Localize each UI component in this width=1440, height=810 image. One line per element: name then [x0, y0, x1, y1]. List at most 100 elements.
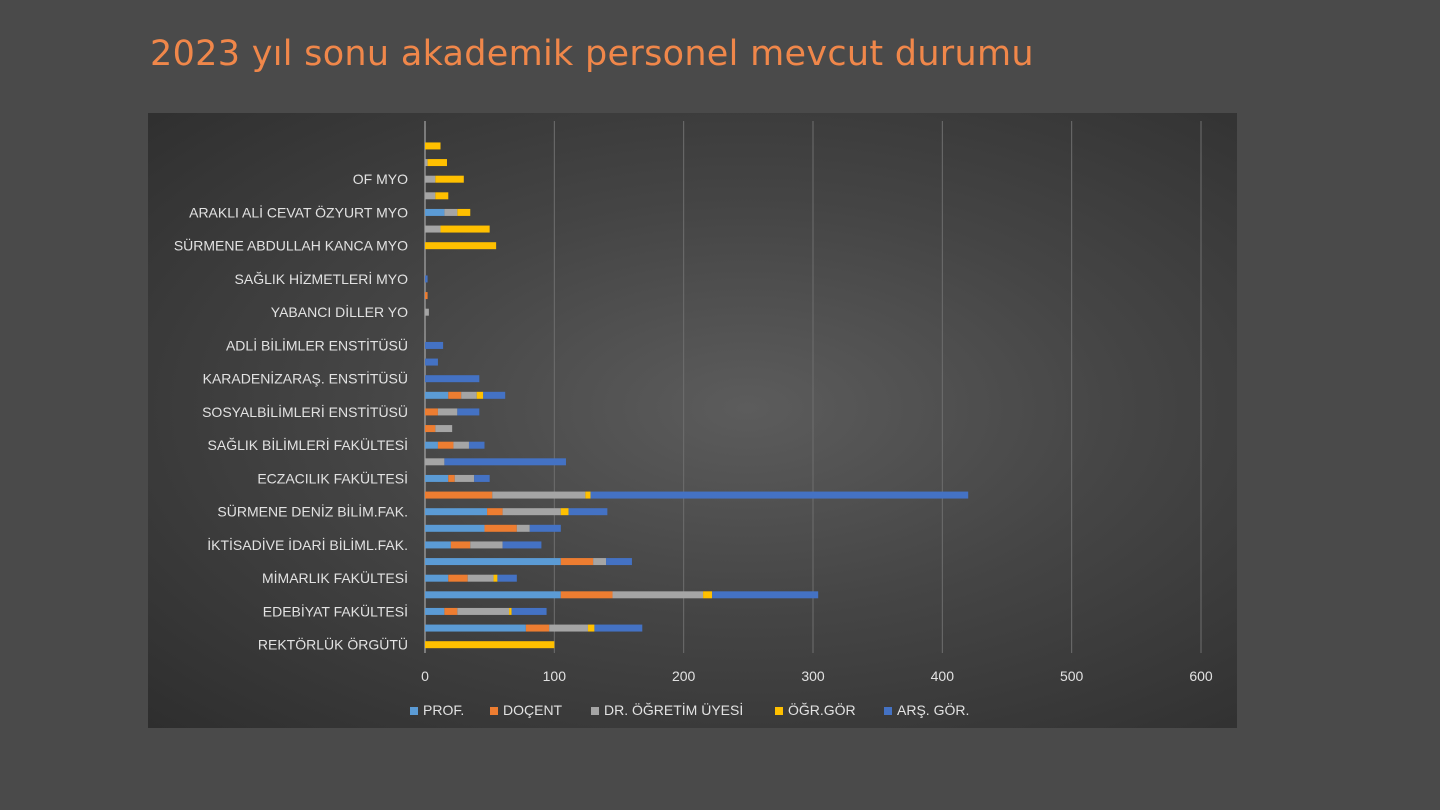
- bar-segment: [467, 574, 494, 582]
- slide-title: 2023 yıl sonu akademik personel mevcut d…: [150, 34, 1034, 74]
- bar-segment: [483, 391, 506, 399]
- bar-segment: [484, 524, 517, 532]
- bar-segment: [444, 458, 566, 466]
- bar-segment: [568, 508, 608, 516]
- bar-segment: [454, 474, 475, 482]
- bar-segment: [425, 474, 449, 482]
- category-label: İKTİSADİVE İDARİ BİLİML.FAK.: [207, 536, 408, 553]
- legend-label: PROF.: [423, 702, 464, 718]
- category-label: SAĞLIK BİLİMLERİ FAKÜLTESİ: [208, 436, 408, 453]
- bar-segment: [453, 441, 469, 449]
- bar-segment: [437, 408, 458, 416]
- bar-segment: [425, 358, 438, 366]
- bar-segment: [529, 524, 561, 532]
- category-label: EDEBİYAT FAKÜLTESİ: [263, 602, 408, 619]
- bar-segment: [493, 574, 498, 582]
- category-label: SOSYALBİLİMLERİ ENSTİTÜSÜ: [202, 403, 408, 420]
- bar-segment: [703, 591, 713, 599]
- bar-segment: [425, 441, 438, 449]
- category-label: ECZACILIK FAKÜLTESİ: [257, 469, 408, 486]
- bar-segment: [425, 159, 428, 167]
- bar-segment: [470, 541, 503, 549]
- legend-swatch: [884, 707, 892, 715]
- bar-segment: [612, 591, 704, 599]
- bar-segment: [457, 607, 510, 615]
- bar-segment: [457, 408, 480, 416]
- bar-segment: [560, 591, 613, 599]
- category-label: REKTÖRLÜK ÖRGÜTÜ: [258, 636, 408, 653]
- bar-segment: [425, 242, 497, 250]
- bar-segment: [425, 641, 555, 649]
- bar-segment: [511, 607, 547, 615]
- x-tick-label: 200: [672, 668, 696, 684]
- category-label: ARAKLI ALİ CEVAT ÖZYURT MYO: [189, 203, 408, 220]
- bar-segment: [440, 225, 490, 233]
- bar-segment: [425, 607, 445, 615]
- bar-segment: [425, 175, 436, 183]
- bar-segment: [590, 491, 969, 499]
- bar-segment: [425, 624, 526, 632]
- bar-segment: [425, 275, 428, 283]
- bar-segment: [444, 607, 458, 615]
- legend-label: DOÇENT: [503, 702, 563, 718]
- bar-segment: [425, 591, 561, 599]
- bar-segment: [444, 208, 458, 216]
- category-label: MİMARLIK FAKÜLTESİ: [262, 569, 408, 586]
- bar-segment: [476, 391, 484, 399]
- bar-segment: [425, 208, 445, 216]
- category-label: OF MYO: [353, 171, 408, 187]
- x-tick-label: 100: [543, 668, 567, 684]
- bar-segment: [549, 624, 588, 632]
- bar-segment: [474, 474, 490, 482]
- bar-segment: [461, 391, 477, 399]
- bar-segment: [435, 192, 449, 200]
- chart-panel: 0 100 200 300 400 500 600 REKTÖRLÜK ÖRGÜTÜ EDEBİ…: [148, 113, 1237, 728]
- bar-segment: [593, 558, 607, 566]
- bar-segment: [425, 491, 493, 499]
- bar-segment: [448, 391, 462, 399]
- bar-segment: [425, 308, 429, 316]
- legend-swatch: [410, 707, 418, 715]
- bar-segment: [425, 292, 428, 300]
- bar-segment: [425, 375, 480, 383]
- bar-segment: [425, 458, 445, 466]
- bar-segment: [425, 225, 441, 233]
- category-label: SÜRMENE DENİZ BİLİM.FAK.: [217, 503, 408, 520]
- bar-segment: [437, 441, 454, 449]
- bar-segment: [448, 474, 455, 482]
- x-tick-label: 300: [801, 668, 825, 684]
- stacked-bar-chart: 0 100 200 300 400 500 600 REKTÖRLÜK ÖRGÜTÜ EDEBİ…: [174, 121, 1213, 718]
- category-label: SÜRMENE ABDULLAH KANCA MYO: [174, 237, 408, 254]
- legend-swatch: [775, 707, 783, 715]
- legend-label: DR. ÖĞRETİM ÜYESİ: [604, 701, 743, 718]
- x-tick-label: 500: [1060, 668, 1084, 684]
- category-label: ADLİ BİLİMLER ENSTİTÜSÜ: [226, 336, 408, 353]
- bar-segment: [525, 624, 550, 632]
- bar-segment: [425, 408, 438, 416]
- bar-segment: [497, 574, 517, 582]
- bar-segment: [492, 491, 586, 499]
- bar-segment: [425, 574, 449, 582]
- bar-segment: [468, 441, 485, 449]
- category-label: YABANCI DİLLER YO: [271, 303, 408, 320]
- bar-segment: [457, 208, 471, 216]
- category-label: KARADENİZARAŞ. ENSTİTÜSÜ: [203, 370, 408, 387]
- bar-segment: [425, 192, 436, 200]
- bar-segment: [560, 508, 569, 516]
- bar-segment: [425, 142, 441, 150]
- bar-segment: [425, 341, 444, 349]
- legend-swatch: [490, 707, 498, 715]
- bar-segment: [435, 425, 453, 433]
- bar-segment: [450, 541, 471, 549]
- bar-segment: [425, 524, 485, 532]
- bar-segment: [594, 624, 643, 632]
- legend-label: ARŞ. GÖR.: [897, 701, 969, 718]
- bar-segment: [425, 391, 449, 399]
- bar-segment: [427, 159, 447, 167]
- bar-segment: [502, 541, 542, 549]
- category-label: SAĞLIK HİZMETLERİ MYO: [235, 270, 409, 287]
- bar-segment: [509, 607, 512, 615]
- bar-segment: [516, 524, 530, 532]
- bar-segment: [425, 541, 451, 549]
- bar-segment: [585, 491, 591, 499]
